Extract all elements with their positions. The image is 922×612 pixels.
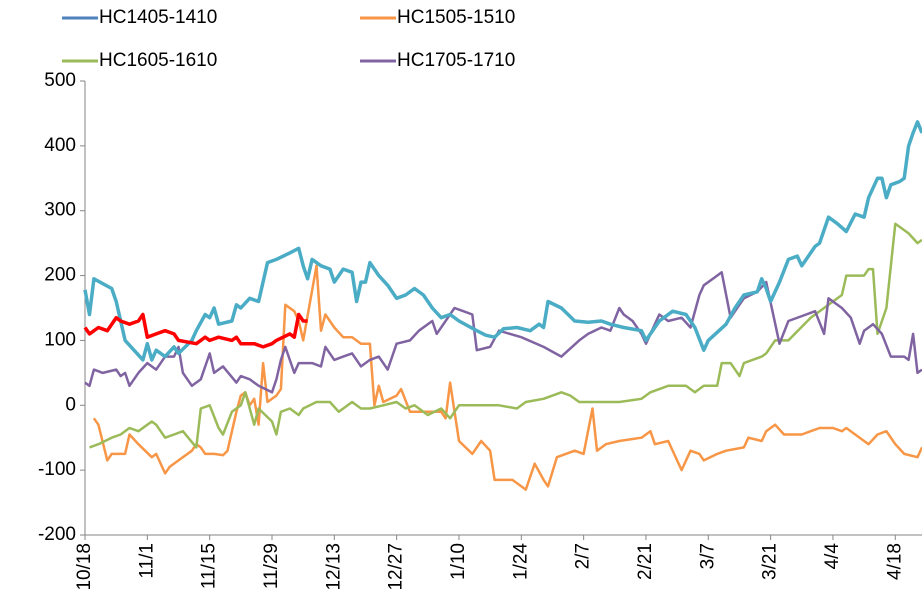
x-tick-label: 1/24 — [510, 543, 531, 580]
series-line — [84, 271, 922, 394]
y-tick-label: -100 — [38, 459, 76, 480]
y-tick-label: 0 — [65, 394, 76, 415]
series-line — [83, 120, 922, 362]
x-tick-label: 12/13 — [323, 543, 344, 591]
legend-label: HC1605-1610 — [99, 50, 217, 71]
x-tick-label: 3/7 — [697, 543, 718, 569]
legend-label: HC1705-1710 — [397, 50, 515, 71]
x-tick-label: 2/7 — [573, 543, 594, 569]
x-tick-label: 3/21 — [760, 543, 781, 580]
x-tick-label: 2/21 — [635, 543, 656, 580]
x-tick-label: 4/4 — [822, 543, 843, 570]
x-tick-label: 11/29 — [261, 543, 282, 589]
y-tick-label: 300 — [44, 200, 76, 221]
series-line — [89, 222, 922, 449]
x-tick-label: 11/15 — [199, 543, 220, 589]
series-line — [92, 264, 922, 491]
x-tick-label: 4/18 — [884, 543, 905, 580]
y-tick-label: 400 — [44, 135, 76, 156]
y-tick-label: -200 — [38, 524, 76, 545]
x-tick-label: 10/18 — [74, 543, 95, 591]
series-line — [83, 312, 308, 349]
legend-label: HC1405-1410 — [99, 7, 217, 28]
x-tick-label: 11/1 — [136, 543, 157, 579]
y-tick-label: 500 — [44, 70, 76, 91]
x-tick-label: 12/27 — [386, 543, 407, 591]
legend-label: HC1505-1510 — [397, 7, 515, 28]
y-tick-label: 200 — [44, 265, 76, 286]
x-tick-label: 1/10 — [448, 543, 469, 580]
y-tick-label: 100 — [44, 329, 76, 350]
